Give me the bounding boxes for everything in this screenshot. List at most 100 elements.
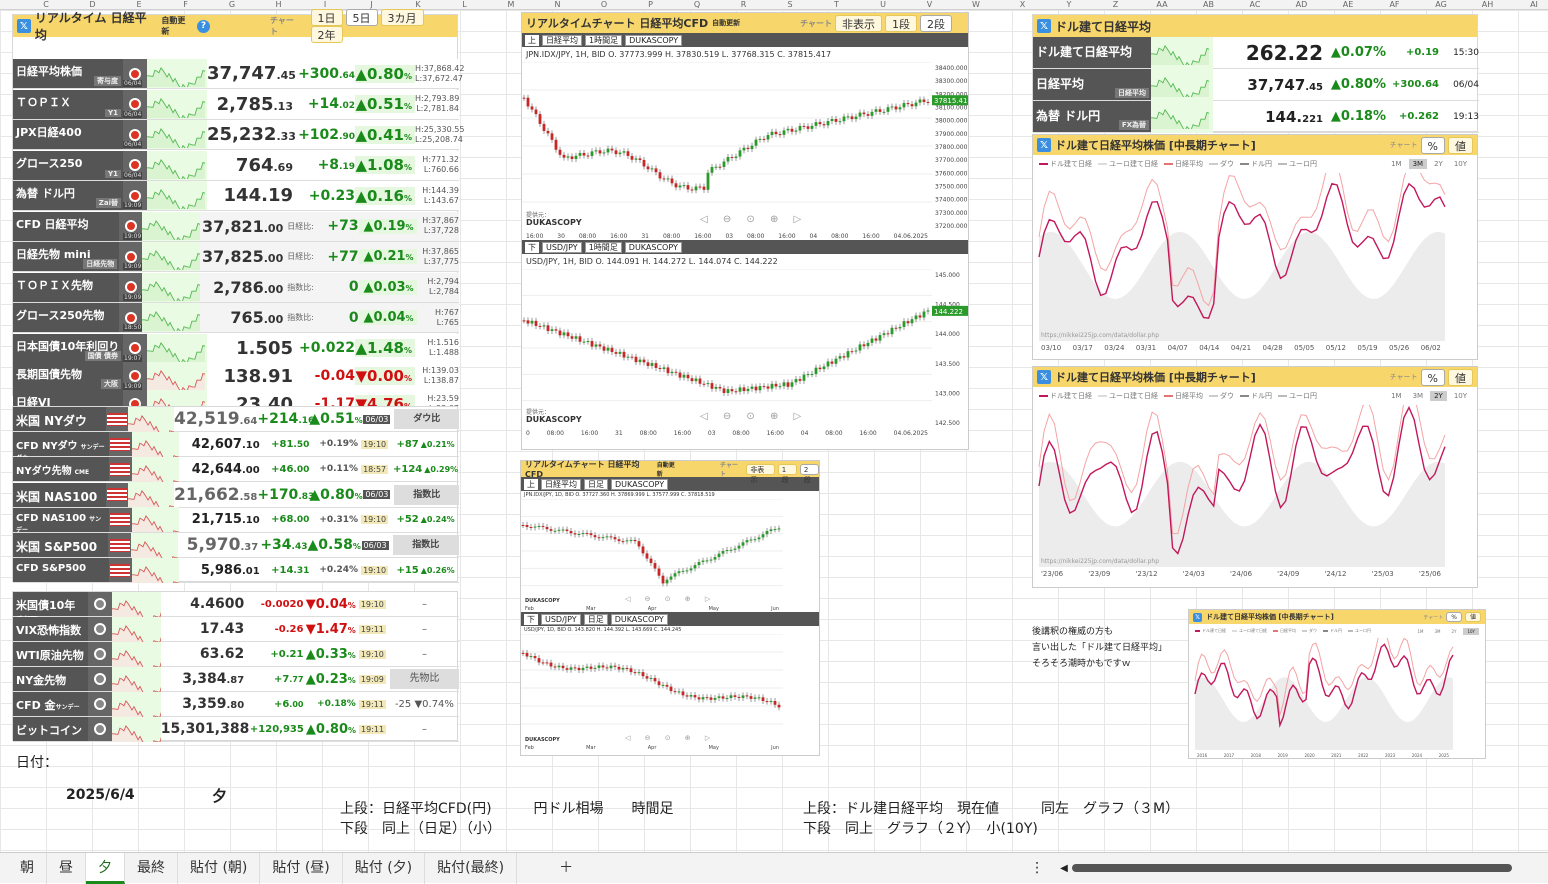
zoom-controls[interactable]: ◁ ⊖ ⊙ ⊕ ▷ (700, 214, 808, 225)
quote-name-cell[interactable]: グロース250 Y1 (13, 150, 123, 180)
chart-select[interactable]: DUKASCOPY (624, 241, 682, 253)
legend-item[interactable]: ドル建て日経 (1039, 391, 1092, 401)
us-quote-row[interactable]: NYダウ先物 CME 42,644.00 +46.00 +0.11% 18:57 +124 ▲… (13, 456, 459, 483)
quote-sub-label[interactable]: FX為替 (1118, 120, 1149, 130)
quote-name-cell[interactable]: 日経先物 mini 日経先物 (13, 242, 120, 271)
percent-toggle[interactable]: % (1446, 612, 1462, 622)
legend-item[interactable]: ドル建て日経 (1195, 628, 1226, 634)
column-header[interactable]: Z (1112, 0, 1119, 9)
one-row-button[interactable]: 1段 (885, 14, 918, 32)
quote-sub-label[interactable]: Y1 (105, 108, 121, 117)
date-value[interactable]: 2025/6/4 (66, 787, 135, 803)
dollar-row[interactable]: 日経平均 日経平均 37,747.45 ▲0.80% +300.64 06/04 (1033, 68, 1479, 101)
chart-select[interactable]: USD/JPY (542, 241, 582, 253)
column-header[interactable]: U (880, 0, 886, 9)
chart-select[interactable]: 1時間足 (584, 241, 622, 253)
quote-row[interactable]: 日経先物 mini 日経先物 19:09 37,825.00 日経比: +77 ▲0.21%… (13, 242, 459, 272)
quote-name-cell[interactable]: CFD NYダウサンデーダウ (13, 432, 109, 462)
range-button[interactable]: 10Y (1453, 160, 1467, 168)
sheet-tab[interactable]: 朝 (8, 852, 47, 884)
legend-item[interactable]: ダウ (1209, 391, 1234, 401)
column-header[interactable]: V (926, 0, 933, 9)
commodity-row[interactable]: ビットコイン 15,301,388 +120,935 ▲0.80% 19:11 – (13, 716, 459, 742)
quote-name-cell[interactable]: CFD S&P500 (13, 558, 109, 583)
us-quote-row[interactable]: CFD NAS100 サンデー 21,715.10 +68.00 +0.31% 19:10… (13, 507, 459, 534)
chart-select[interactable]: 1時間足 (585, 34, 623, 46)
sheet-tab[interactable]: 貼付 (朝) (178, 852, 261, 884)
quote-name-cell[interactable]: ＴＯＰＩＸ先物 (13, 272, 120, 302)
legend-item[interactable]: ユーロ円 (1278, 159, 1317, 169)
chart-select[interactable]: 日経平均 (541, 478, 581, 490)
commodity-row[interactable]: VIX恐怖指数 17.43 -0.26 ▼1.47% 19:11 – (13, 616, 459, 642)
legend-item[interactable]: ドル円 (1240, 159, 1272, 169)
sheet-tab[interactable]: 貼付 (昼) (260, 852, 343, 884)
quote-name-cell[interactable]: NYダウ先物 CME (13, 457, 109, 482)
column-header[interactable]: Q (693, 0, 701, 9)
legend-item[interactable]: ユーロ建て日経 (1098, 391, 1158, 401)
quote-name-cell[interactable]: 為替 ドル円 Zai替 (13, 181, 123, 210)
legend-item[interactable]: 日経平均 (1164, 159, 1203, 169)
value-toggle[interactable]: 値 (1448, 136, 1473, 154)
column-header[interactable]: Y (1066, 0, 1072, 9)
quote-row[interactable]: 為替 ドル円 Zai替 19:09 144.19 +0.23 ▲0.16% H:144.39… (13, 181, 459, 211)
quote-row[interactable]: CFD 日経平均 19:09 37,821.00 日経比: +73 ▲0.19% H:37,… (13, 211, 459, 242)
scroll-left-icon[interactable]: ◀ (1060, 862, 1068, 874)
quote-row[interactable]: 長期国債先物 大阪 19:09 138.91 -0.04 ▼0.00% H:139.03 L:… (13, 361, 459, 392)
us-quote-row[interactable]: CFD S&P500 5,986.01 +14.31 +0.24% 19:10 +15 ▲0… (13, 557, 459, 584)
column-header[interactable]: O (600, 0, 608, 9)
quote-name-cell[interactable]: ＴＯＰＩＸ Y1 (13, 89, 123, 119)
column-header[interactable]: AC (1249, 0, 1261, 9)
candlestick-chart[interactable] (521, 633, 819, 742)
legend-item[interactable]: ユーロ円 (1278, 391, 1317, 401)
quote-row[interactable]: 日経平均株価 寄与度 06/04 37,747.45 +300.64 ▲0.80% H:37… (13, 59, 464, 89)
us-quote-row[interactable]: 米国 NYダウ 42,519.64 +214.16 ▲0.51% 06/03 ダウ比 (13, 406, 459, 432)
column-header[interactable]: L (462, 0, 467, 9)
column-header[interactable]: J (370, 0, 373, 9)
column-header[interactable]: AA (1156, 0, 1168, 9)
quote-row[interactable]: ＴＯＰＩＸ Y1 06/04 2,785.13 +14.02 ▲0.51% H:2,793.… (13, 89, 459, 120)
column-header[interactable]: AE (1342, 0, 1354, 9)
quote-name-cell[interactable]: 米国債10年利回 (13, 592, 89, 628)
horizontal-scrollbar[interactable]: ◀ (1060, 863, 1512, 874)
quote-sub-label[interactable]: 寄与度 (94, 76, 121, 86)
legend-item[interactable]: ユーロ建て日経 (1232, 628, 1267, 634)
quote-row[interactable]: グロース250先物 18:50 765.00 指数比: 0 ▲0.04% H:767 L:76… (13, 303, 459, 333)
legend-item[interactable]: 日経平均 (1273, 628, 1296, 634)
add-sheet-button[interactable]: ＋ (559, 859, 574, 876)
x-share-icon[interactable]: 𝕏 (1037, 19, 1051, 33)
legend-item[interactable]: ダウ (1209, 159, 1234, 169)
dollar-row[interactable]: 為替 ドル円 FX為替 144.221 ▲0.18% +0.262 19:13 (1033, 100, 1479, 133)
column-header[interactable]: R (740, 0, 747, 9)
quote-row[interactable]: JPX日経400 06/04 25,232.33 +102.90 ▲0.41% H:25,… (13, 120, 464, 150)
sheet-tab[interactable]: 貼付 (夕) (343, 852, 426, 884)
x-share-icon[interactable]: 𝕏 (1037, 138, 1051, 152)
hide-button[interactable]: 非表示 (835, 14, 883, 32)
legend-item[interactable]: 日経平均 (1164, 391, 1203, 401)
x-share-icon[interactable]: 𝕏 (17, 19, 31, 33)
range-tab[interactable]: 3カ月 (380, 9, 424, 26)
legend-item[interactable]: ユーロ円 (1348, 628, 1371, 634)
range-button[interactable]: 3M (1408, 159, 1428, 169)
quote-name-cell[interactable]: ドル建て日経平均 (1033, 37, 1151, 68)
quote-name-cell[interactable]: グロース250先物 (13, 303, 120, 332)
range-button[interactable]: 2Y (1434, 160, 1443, 168)
zoom-controls[interactable]: ◁ ⊖ ⊙ ⊕ ▷ (625, 595, 717, 603)
column-header[interactable]: N (554, 0, 561, 9)
x-share-icon[interactable]: 𝕏 (1037, 370, 1051, 384)
quote-row[interactable]: ＴＯＰＩＸ先物 19:09 2,786.00 指数比: 0 ▲0.03% H:2,794 L:… (13, 272, 459, 303)
legend-item[interactable]: ドル建て日経 (1039, 159, 1092, 169)
chart-select[interactable]: DUKASCOPY (625, 34, 683, 46)
column-header[interactable]: W (972, 0, 980, 9)
quote-sub-label[interactable]: 国債 債券 (84, 350, 121, 361)
quote-name-cell[interactable]: 為替 ドル円 FX為替 (1033, 101, 1151, 132)
quote-name-cell[interactable]: CFD NAS100 サンデー (13, 507, 109, 534)
quote-name-cell[interactable]: WTI原油先物 (13, 642, 89, 666)
column-header[interactable]: I (323, 0, 327, 9)
scrollbar-thumb[interactable] (1071, 864, 1512, 872)
column-header[interactable]: X (1019, 0, 1026, 9)
x-share-icon[interactable]: 𝕏 (1193, 612, 1202, 622)
two-row-button[interactable]: 2段 (799, 463, 819, 484)
range-button[interactable]: 1M (1417, 628, 1424, 634)
quote-name-cell[interactable]: 米国 NYダウ (13, 407, 106, 431)
quote-name-cell[interactable]: 日経平均 日経平均 (1033, 69, 1151, 100)
